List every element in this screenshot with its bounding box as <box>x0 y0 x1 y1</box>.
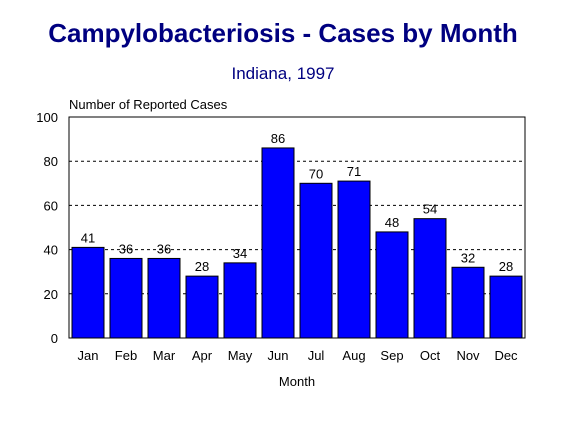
x-tick-label: Oct <box>420 348 441 363</box>
y-axis-title: Number of Reported Cases <box>69 97 228 112</box>
bar-value-label: 32 <box>461 250 475 265</box>
x-tick-label: Sep <box>380 348 403 363</box>
x-tick-label: Mar <box>153 348 176 363</box>
plot-area <box>68 116 526 339</box>
bar-value-label: 28 <box>195 259 209 274</box>
bar-nov <box>451 266 485 339</box>
bar-sep <box>375 231 409 339</box>
chart-subtitle: Indiana, 1997 <box>231 64 335 83</box>
bar-may <box>223 262 257 339</box>
bar-feb <box>109 257 143 339</box>
bar-jul <box>299 182 333 339</box>
y-tick-label: 20 <box>44 287 58 302</box>
bar-value-label: 86 <box>271 131 285 146</box>
x-tick-label: Aug <box>342 348 365 363</box>
chart-title: Campylobacteriosis - Cases by Month <box>48 18 518 48</box>
bar-value-label: 70 <box>309 166 323 181</box>
bar-jun <box>261 147 295 339</box>
y-tick-label: 0 <box>51 331 58 346</box>
bar-dec <box>489 275 523 339</box>
bar-jan <box>71 246 105 339</box>
bar-value-label: 41 <box>81 230 95 245</box>
bar-aug <box>337 180 371 339</box>
y-tick-label: 80 <box>44 154 58 169</box>
bar-oct <box>413 218 447 339</box>
x-tick-label: Apr <box>192 348 213 363</box>
x-tick-label: Jan <box>78 348 99 363</box>
y-tick-label: 60 <box>44 198 58 213</box>
bar-value-label: 36 <box>119 241 133 256</box>
bar-value-label: 34 <box>233 246 247 261</box>
x-tick-label: Dec <box>494 348 518 363</box>
y-tick-label: 40 <box>44 243 58 258</box>
y-tick-label: 100 <box>36 110 58 125</box>
bar-value-label: 36 <box>157 241 171 256</box>
x-tick-label: Jul <box>308 348 325 363</box>
x-tick-label: Nov <box>456 348 480 363</box>
bar-mar <box>147 257 181 339</box>
bar-apr <box>185 275 219 339</box>
bar-value-label: 28 <box>499 259 513 274</box>
x-tick-label: Feb <box>115 348 137 363</box>
bar-value-label: 54 <box>423 202 437 217</box>
bar-value-label: 71 <box>347 164 361 179</box>
bar-value-label: 48 <box>385 215 399 230</box>
x-tick-label: Jun <box>268 348 289 363</box>
x-axis-title: Month <box>279 374 315 389</box>
x-tick-label: May <box>228 348 253 363</box>
